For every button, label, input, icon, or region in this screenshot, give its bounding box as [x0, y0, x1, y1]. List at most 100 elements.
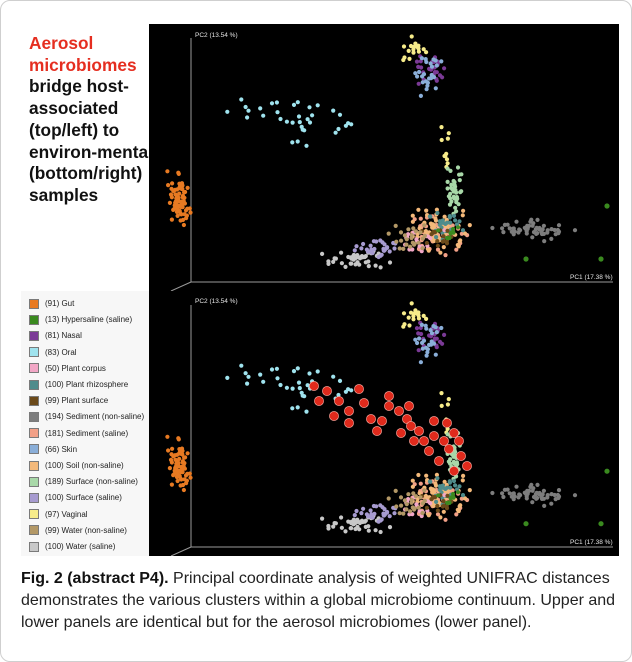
sample-point [331, 108, 336, 113]
sample-point [416, 81, 421, 86]
sample-point [549, 236, 554, 241]
pc1-axis-label: PC1 (17.38 %) [570, 539, 613, 546]
sample-point [180, 467, 185, 472]
sample-point [459, 172, 464, 177]
sample-point [517, 227, 522, 232]
sample-point [173, 192, 178, 197]
sample-point [450, 488, 455, 493]
sample-point [336, 392, 341, 398]
legend-label: (189) Surface (non-saline) [45, 477, 138, 487]
sample-point [180, 460, 185, 465]
sample-point [434, 345, 439, 350]
sample-point [315, 369, 320, 374]
sample-point [556, 229, 562, 234]
legend-swatch [29, 298, 39, 309]
sample-point [179, 181, 185, 186]
sample-point [416, 472, 421, 478]
sample-point [422, 223, 427, 228]
sample-point [258, 106, 263, 111]
sample-point [438, 515, 443, 520]
sample-point [399, 503, 404, 508]
sample-point [459, 496, 464, 501]
sample-point [436, 228, 441, 233]
legend-swatch [29, 476, 39, 487]
sample-point [505, 487, 510, 492]
sample-point [246, 374, 251, 379]
sample-point [442, 479, 447, 484]
sample-point [531, 486, 536, 491]
sample-point [339, 525, 344, 530]
legend-item: (99) Plant surface [29, 394, 108, 407]
sample-point [381, 246, 386, 251]
sample-point [427, 479, 432, 484]
sample-point [440, 485, 446, 490]
sample-point [385, 245, 390, 250]
sample-point [401, 246, 406, 251]
sample-point [366, 528, 371, 533]
sample-point [394, 239, 399, 244]
sample-point [297, 120, 302, 125]
legend-item: (181) Sediment (saline) [29, 427, 128, 440]
sample-point [245, 381, 250, 386]
sample-point [326, 261, 331, 266]
sample-point [511, 232, 516, 237]
headline-highlight: Aerosol microbiomes [29, 33, 137, 75]
aerosol-point [384, 401, 394, 411]
sample-point [416, 505, 421, 510]
sample-point [278, 116, 283, 122]
sample-point [454, 209, 459, 214]
sample-point [445, 432, 450, 437]
sample-point [423, 79, 429, 84]
sample-point [598, 521, 604, 527]
aerosol-point [344, 418, 354, 428]
sample-point [539, 493, 544, 498]
sample-point [374, 504, 379, 509]
sample-point [359, 246, 364, 251]
sample-point [387, 525, 393, 530]
sample-point [305, 117, 310, 122]
sample-point [412, 506, 417, 511]
sample-point [418, 230, 423, 235]
sample-point [172, 468, 177, 473]
sample-point [454, 190, 459, 195]
sample-point [441, 499, 446, 504]
aerosol-point [322, 386, 332, 396]
legend-swatch [29, 428, 39, 439]
sample-point [604, 468, 610, 474]
sample-point [453, 449, 458, 455]
sample-point [445, 500, 450, 505]
sample-point [541, 223, 546, 228]
sample-point [363, 524, 368, 529]
sample-point [604, 203, 610, 209]
headline-rest: bridge host-associated (top/left) to env… [29, 76, 153, 205]
sample-point [435, 503, 440, 509]
sample-point [380, 505, 385, 510]
sample-point [416, 331, 421, 336]
sample-point [261, 379, 266, 384]
sample-point [436, 493, 441, 498]
sample-point [514, 219, 519, 224]
sample-point [402, 498, 407, 503]
legend-swatch [29, 379, 39, 390]
sample-point [176, 170, 181, 175]
legend-label: (99) Plant surface [45, 396, 109, 406]
aerosol-point [372, 426, 382, 436]
sample-point [437, 339, 443, 344]
sample-point [424, 240, 429, 246]
headline-panel: Aerosol microbiomes bridge host-associat… [21, 24, 153, 298]
sample-point [446, 131, 451, 136]
sample-point [420, 501, 425, 506]
sample-point [404, 237, 409, 242]
sample-point [225, 375, 230, 380]
sample-point [343, 123, 348, 128]
sample-point [387, 260, 393, 265]
sample-point [424, 208, 429, 213]
sample-point [387, 249, 392, 254]
sample-point [444, 241, 450, 246]
sample-point [435, 512, 441, 517]
sample-point [387, 514, 392, 519]
sample-point [402, 55, 407, 60]
sample-point [351, 252, 356, 258]
sample-point [349, 520, 354, 525]
sample-point [428, 236, 433, 241]
